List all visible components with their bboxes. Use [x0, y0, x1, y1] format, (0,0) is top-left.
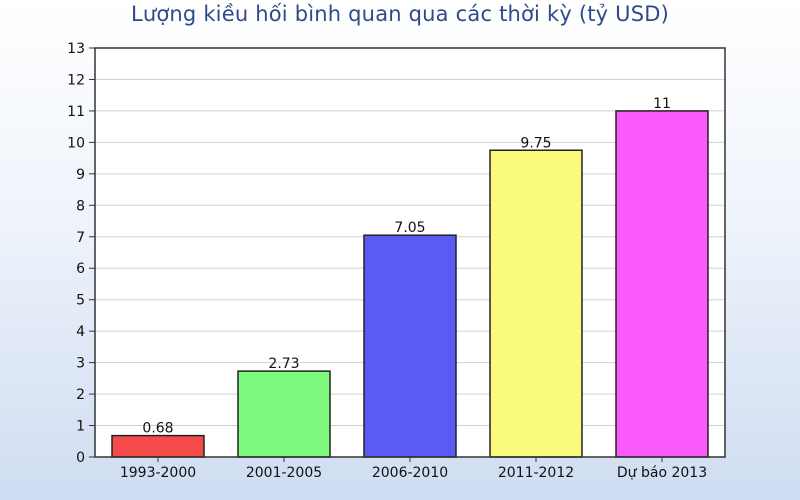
y-tick-label: 1 — [76, 419, 85, 435]
y-tick-label: 11 — [67, 104, 85, 120]
bar — [615, 110, 709, 458]
bar — [489, 149, 583, 458]
bar — [111, 434, 205, 458]
y-tick-label: 2 — [76, 387, 85, 403]
bar-value-label: 7.05 — [394, 220, 425, 236]
y-tick-label: 3 — [76, 356, 85, 372]
x-tick-label: 2006-2010 — [372, 465, 448, 481]
x-tick-label: 2011-2012 — [498, 465, 574, 481]
y-tick-label: 4 — [76, 324, 85, 340]
chart-title: Lượng kiều hối bình quan qua các thời kỳ… — [130, 2, 670, 26]
bar — [237, 370, 331, 458]
x-tick-label: 1993-2000 — [120, 465, 196, 481]
y-tick-label: 13 — [67, 41, 85, 57]
plot-border — [94, 47, 726, 458]
y-tick-label: 7 — [76, 230, 85, 246]
x-tick-label: 2001-2005 — [246, 465, 322, 481]
y-tick-label: 12 — [67, 72, 85, 88]
bar-value-label: 0.68 — [142, 421, 173, 437]
bar-value-label: 2.73 — [268, 356, 299, 372]
y-tick-label: 6 — [76, 261, 85, 277]
bar-value-label: 9.75 — [520, 135, 551, 151]
bar-value-label: 11 — [653, 96, 671, 112]
y-tick-label: 9 — [76, 167, 85, 183]
bar — [363, 234, 457, 458]
y-tick-label: 5 — [76, 293, 85, 309]
y-tick-label: 8 — [76, 198, 85, 214]
y-tick-label: 0 — [76, 450, 85, 466]
y-tick-label: 10 — [67, 135, 85, 151]
x-tick-label: Dự báo 2013 — [617, 465, 707, 481]
